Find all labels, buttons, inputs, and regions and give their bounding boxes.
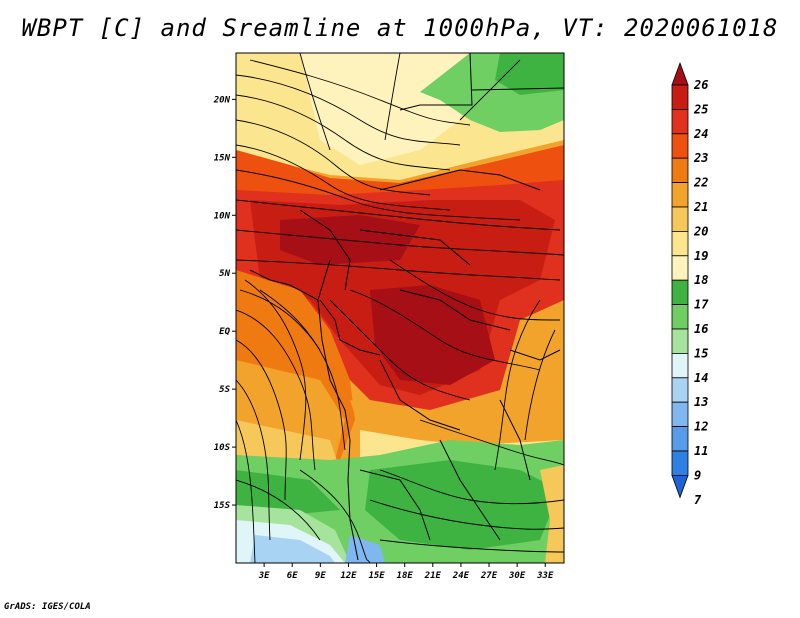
lon-tick-label: 27E	[480, 571, 498, 581]
lon-tick-label: 24E	[452, 571, 470, 581]
lon-tick-label: 21E	[424, 571, 442, 581]
lon-tick-label: 3E	[258, 571, 270, 581]
colorbar-swatch	[671, 304, 689, 330]
colorbar-swatch	[671, 255, 689, 281]
colorbar-label: 13	[694, 395, 708, 409]
colorbar-label: 14	[694, 371, 708, 385]
lon-tick-label: 6E	[287, 571, 298, 581]
colorbar-swatch	[671, 109, 689, 135]
colorbar-label: 16	[694, 322, 708, 336]
colorbar: 26 25 24 23 22 21 20 19 18 17 16 15 14 13 12 11 9 7	[671, 61, 709, 507]
colorbar-swatch	[671, 84, 689, 110]
colorbar-label: 9	[694, 468, 701, 482]
colorbar-label: 11	[694, 444, 708, 458]
colorbar-label: 22	[693, 176, 708, 190]
colorbar-min-arrow	[671, 474, 689, 499]
colorbar-label: 18	[694, 273, 708, 287]
colorbar-swatch	[671, 230, 689, 257]
colorbar-swatch	[671, 450, 689, 476]
colorbar-label: 20	[693, 224, 708, 238]
lat-tick-label: 20N	[213, 95, 231, 105]
lat-tick-label: 5N	[219, 269, 230, 279]
colorbar-label: 7	[694, 493, 702, 507]
lon-tick-label: 12E	[340, 571, 357, 581]
lon-tick-label: 15E	[368, 571, 385, 581]
footer-credit: GrADS: IGES/COLA	[4, 602, 91, 612]
colorbar-label: 12	[694, 420, 708, 434]
colorbar-label: 25	[693, 102, 708, 116]
colorbar-swatch	[671, 157, 689, 183]
colorbar-label: 24	[693, 127, 708, 141]
colorbar-swatch	[671, 426, 689, 452]
colorbar-swatch	[671, 182, 689, 208]
colorbar-swatch	[671, 328, 689, 354]
map-frame	[235, 52, 565, 564]
streamlines	[236, 53, 564, 563]
latitude-axis: 20N 15N 10N 5N EQ 5S 10S 15S	[213, 95, 236, 511]
colorbar-label: 19	[694, 249, 708, 263]
lon-tick-label: 9E	[315, 571, 326, 581]
colorbar-label: 23	[693, 151, 708, 165]
lat-tick-label: 10N	[214, 211, 231, 221]
lat-tick-label: 5S	[219, 385, 230, 395]
colorbar-swatch	[671, 279, 689, 306]
lat-tick-label: EQ	[219, 327, 230, 337]
colorbar-swatch	[671, 377, 689, 403]
lat-tick-label: 15S	[214, 501, 231, 511]
lat-tick-label: 10S	[214, 443, 231, 453]
country-borders	[249, 53, 564, 561]
chart-title: WBPT [C] and Sreamline at 1000hPa, VT: 2…	[21, 14, 779, 42]
longitude-axis: 3E 6E 9E 12E 15E 18E 21E 24E 27E 30E 33E	[258, 563, 554, 581]
lon-tick-label: 18E	[397, 571, 414, 581]
colorbar-label: 15	[694, 346, 708, 360]
temperature-field	[236, 53, 564, 563]
colorbar-label: 17	[694, 298, 709, 312]
colorbar-label: 21	[693, 200, 708, 214]
lat-tick-label: 15N	[214, 153, 231, 163]
lon-tick-label: 30E	[508, 571, 526, 581]
colorbar-max-arrow	[671, 61, 689, 86]
colorbar-swatch	[671, 133, 689, 159]
colorbar-label: 26	[693, 78, 708, 92]
colorbar-swatch	[671, 401, 689, 428]
colorbar-swatch	[671, 352, 689, 379]
lon-tick-label: 33E	[536, 571, 554, 581]
colorbar-swatch	[671, 206, 689, 232]
